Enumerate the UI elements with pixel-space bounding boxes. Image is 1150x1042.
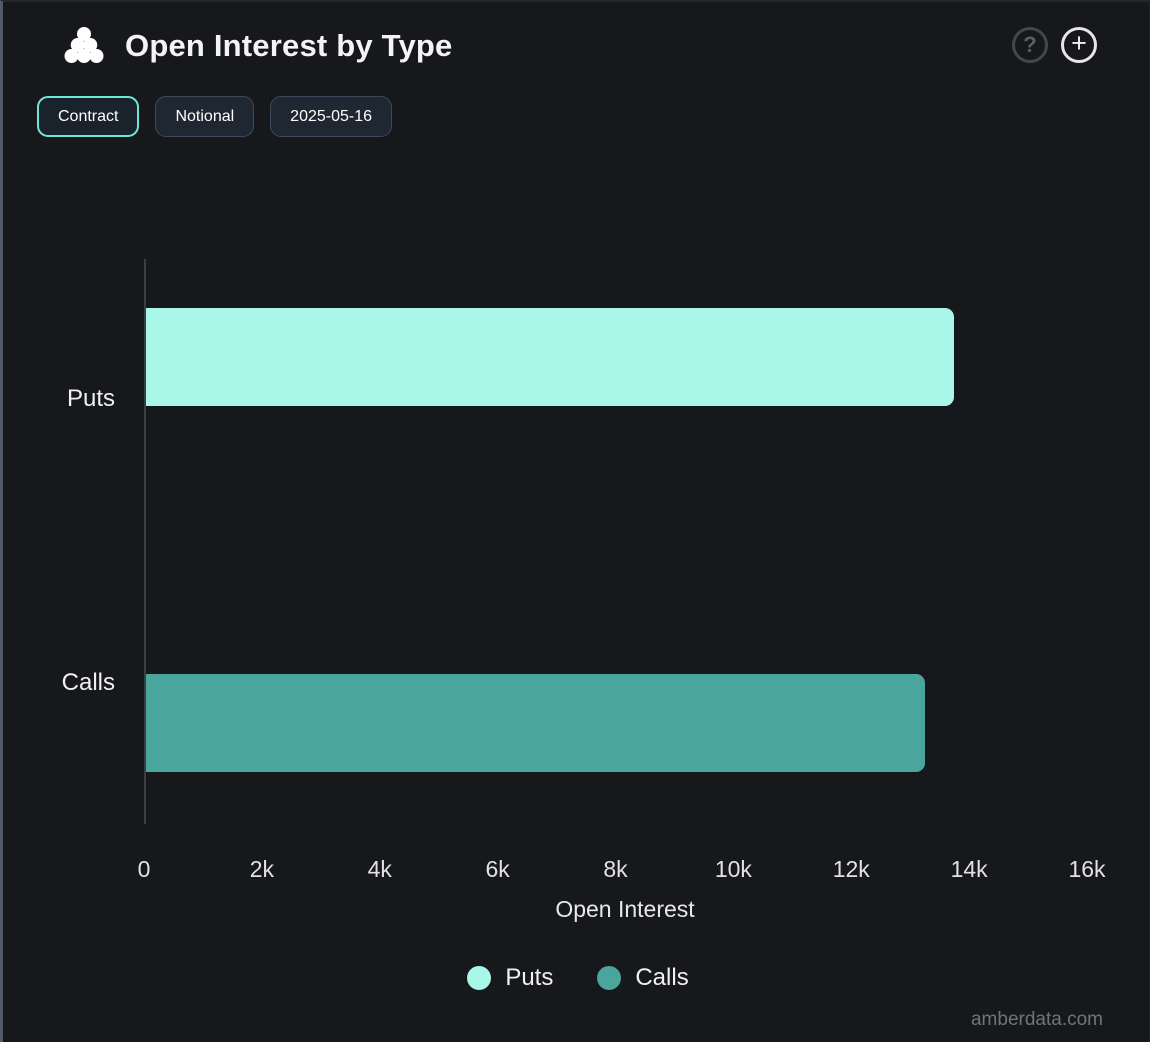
amberdata-logo-icon bbox=[64, 27, 104, 63]
x-tick-label: 2k bbox=[249, 856, 275, 882]
x-tick-label: 0 bbox=[137, 856, 151, 882]
legend-swatch-icon bbox=[597, 966, 622, 990]
x-tick-label: 12k bbox=[832, 856, 870, 882]
category-label-calls: Calls bbox=[61, 669, 115, 696]
legend-swatch-icon bbox=[467, 966, 492, 990]
page-title: Open Interest by Type bbox=[125, 28, 453, 63]
bar-puts[interactable] bbox=[146, 308, 955, 406]
legend-label: Calls bbox=[635, 964, 689, 991]
watermark: amberdata.com bbox=[970, 1009, 1103, 1030]
x-tick-label: 14k bbox=[950, 856, 988, 882]
notional-button[interactable]: Notional bbox=[155, 96, 255, 137]
legend: Puts Calls bbox=[3, 964, 1149, 992]
x-tick-label: 6k bbox=[485, 856, 510, 882]
add-glyph: + bbox=[1071, 28, 1087, 58]
x-tick-label: 10k bbox=[714, 856, 752, 882]
x-axis-title: Open Interest bbox=[555, 896, 695, 922]
bar-calls[interactable] bbox=[146, 674, 925, 772]
contract-button[interactable]: Contract bbox=[37, 96, 140, 137]
legend-item-puts[interactable]: Puts bbox=[467, 964, 553, 992]
help-icon[interactable]: ? bbox=[1012, 27, 1048, 63]
x-tick-label: 8k bbox=[603, 856, 628, 882]
x-tick-label: 16k bbox=[1068, 856, 1106, 882]
toolbar: Contract Notional 2025-05-16 bbox=[37, 96, 393, 137]
x-tick-label: 4k bbox=[367, 856, 392, 882]
date-button[interactable]: 2025-05-16 bbox=[270, 96, 393, 137]
legend-label: Puts bbox=[505, 964, 554, 991]
help-glyph: ? bbox=[1023, 32, 1037, 57]
chart-area: Open Interest Puts Calls 0 2k 4k 6k 8k 10k 12k 14… bbox=[3, 2, 1149, 1042]
y-axis-line bbox=[144, 259, 146, 824]
category-label-puts: Puts bbox=[66, 385, 115, 412]
legend-item-calls[interactable]: Calls bbox=[597, 964, 689, 992]
add-icon[interactable]: + bbox=[1061, 27, 1097, 63]
